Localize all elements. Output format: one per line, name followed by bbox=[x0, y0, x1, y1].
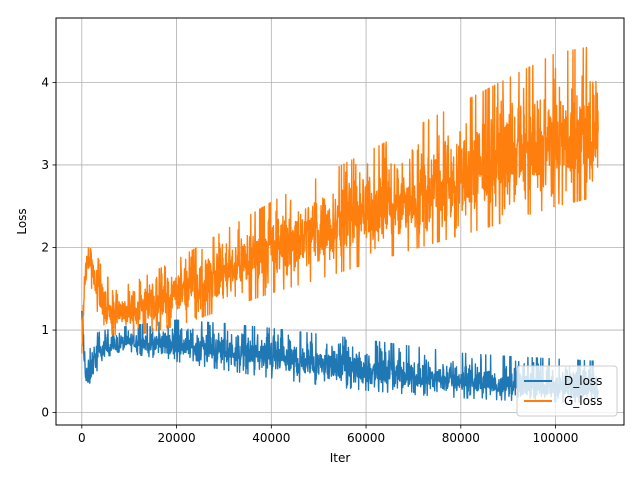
legend: D_loss G_loss bbox=[516, 365, 618, 417]
y-axis-label: Loss bbox=[15, 208, 29, 234]
x-axis-ticks: 0 20000 40000 60000 80000 100000 bbox=[78, 425, 578, 445]
x-tick-label: 60000 bbox=[347, 431, 385, 445]
legend-box bbox=[516, 365, 618, 417]
plot-frame bbox=[55, 17, 625, 426]
legend-label-g-loss: G_loss bbox=[564, 394, 602, 408]
y-tick-label: 2 bbox=[41, 241, 49, 255]
legend-label-d-loss: D_loss bbox=[564, 374, 602, 388]
y-tick-label: 0 bbox=[41, 406, 49, 420]
y-axis-ticks: 0 1 2 3 4 bbox=[41, 75, 56, 420]
x-tick-label: 0 bbox=[78, 431, 86, 445]
x-tick-label: 40000 bbox=[252, 431, 290, 445]
y-tick-label: 3 bbox=[41, 158, 49, 172]
y-tick-label: 4 bbox=[41, 75, 49, 89]
x-axis-label: Iter bbox=[330, 451, 351, 465]
series-layer bbox=[81, 46, 599, 404]
x-tick-label: 20000 bbox=[157, 431, 195, 445]
y-tick-label: 1 bbox=[41, 323, 49, 337]
x-tick-label: 100000 bbox=[533, 431, 579, 445]
series-line-g-loss bbox=[81, 46, 599, 354]
series-line-d-loss bbox=[81, 310, 599, 404]
x-tick-label: 80000 bbox=[442, 431, 480, 445]
